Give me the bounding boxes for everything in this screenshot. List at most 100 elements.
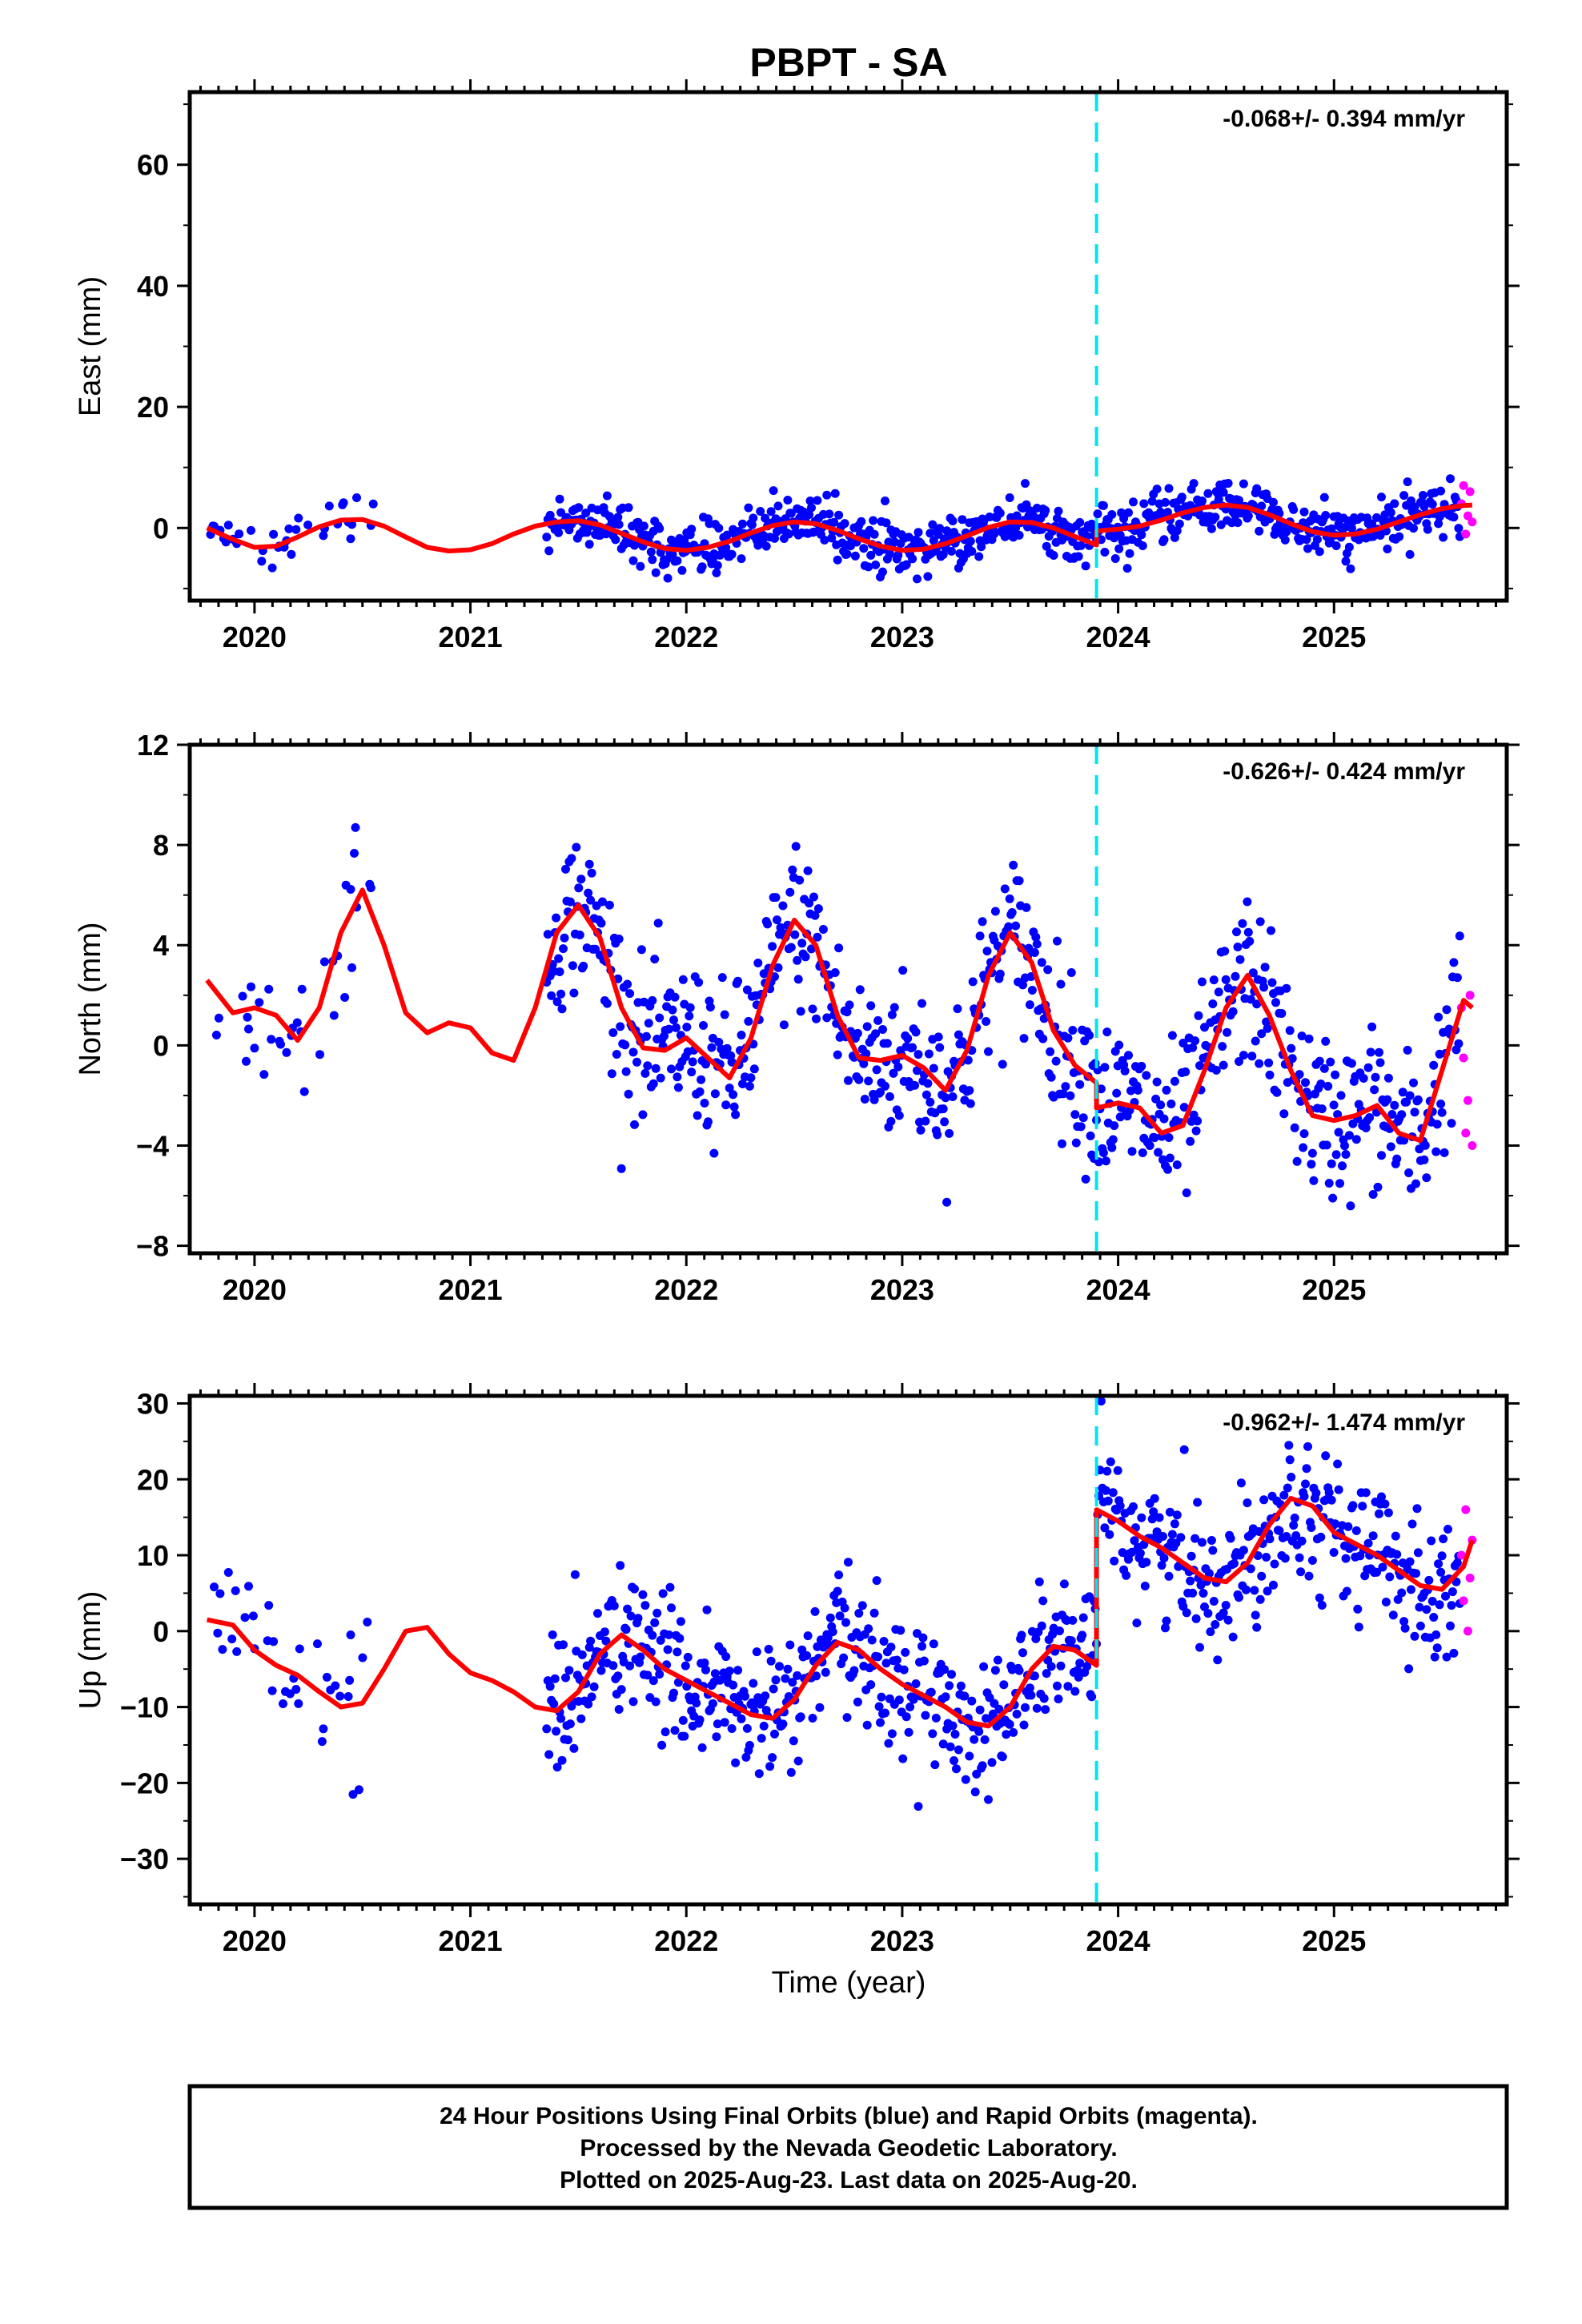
final-orbit-point <box>678 975 688 984</box>
final-orbit-point <box>923 572 933 581</box>
final-orbit-point <box>873 1015 883 1025</box>
final-orbit-point <box>810 911 820 920</box>
final-orbit-point <box>720 1010 729 1019</box>
panel-up: 2020 2021 2022 2023 2024 2025 −30 −20 −10 0 10 20 30… <box>74 1383 1520 1957</box>
final-orbit-point <box>589 1682 599 1691</box>
final-orbit-point <box>744 1016 753 1026</box>
final-orbit-point <box>714 524 724 533</box>
final-orbit-point <box>948 1092 958 1101</box>
final-orbit-point <box>319 531 328 541</box>
final-orbit-point <box>1194 1011 1203 1020</box>
final-orbit-point <box>247 525 255 535</box>
final-orbit-point <box>1172 526 1182 536</box>
final-orbit-point <box>319 1724 328 1734</box>
final-orbit-point <box>1422 1173 1431 1183</box>
final-orbit-point <box>1203 489 1213 498</box>
final-orbit-point <box>908 1043 917 1052</box>
final-orbit-point <box>1081 1174 1090 1184</box>
final-orbit-point <box>1170 1519 1179 1529</box>
final-orbit-point <box>903 1034 913 1043</box>
final-orbit-point <box>975 1705 985 1715</box>
final-orbit-point <box>1302 1464 1311 1474</box>
final-orbit-point <box>1159 535 1169 545</box>
final-orbit-point <box>1154 1513 1164 1522</box>
final-orbit-point <box>549 1699 559 1709</box>
x-tick-label: 2024 <box>1086 1924 1150 1957</box>
final-orbit-point <box>926 529 935 538</box>
final-orbit-point <box>766 507 776 517</box>
final-orbit-point <box>574 503 584 513</box>
y-tick-label: 0 <box>153 1029 169 1062</box>
final-orbit-point <box>555 967 564 976</box>
final-orbit-point <box>1301 1078 1310 1088</box>
final-orbit-point <box>667 1064 676 1074</box>
final-orbit-point <box>1213 1655 1223 1665</box>
final-orbit-point <box>839 1653 849 1663</box>
final-orbit-point <box>812 1014 821 1023</box>
final-orbit-point <box>339 498 348 508</box>
final-orbit-point <box>749 1064 759 1074</box>
final-orbit-point <box>1368 1531 1378 1541</box>
final-orbit-point <box>761 541 771 551</box>
final-orbit-point <box>1066 1091 1075 1100</box>
final-orbit-point <box>854 1075 864 1084</box>
final-orbit-point <box>1014 530 1024 540</box>
final-orbit-point <box>931 1713 941 1723</box>
final-orbit-point <box>544 546 554 556</box>
final-orbit-point <box>351 822 360 832</box>
final-orbit-point <box>687 1068 697 1077</box>
final-orbit-point <box>1269 497 1278 507</box>
final-orbit-point <box>950 1756 958 1765</box>
final-orbit-point <box>1348 1501 1358 1510</box>
final-orbit-point <box>1331 1519 1340 1529</box>
final-orbit-point <box>1255 1527 1264 1536</box>
final-orbit-point <box>1233 518 1243 528</box>
final-orbit-point <box>1009 1727 1018 1737</box>
final-orbit-point <box>873 1652 883 1662</box>
final-orbit-point <box>1334 1485 1343 1494</box>
final-orbit-point <box>1303 544 1312 553</box>
final-orbit-point <box>1108 1135 1118 1144</box>
final-orbit-point <box>1323 1081 1333 1091</box>
final-orbit-point <box>945 1128 954 1138</box>
final-orbit-point <box>1164 484 1174 493</box>
final-orbit-point <box>1395 532 1404 541</box>
final-orbit-point <box>1431 1147 1441 1156</box>
final-orbit-point <box>1377 1151 1386 1160</box>
final-orbit-point <box>1159 1114 1169 1124</box>
final-orbit-point <box>727 549 737 559</box>
final-orbit-point <box>1198 1538 1207 1547</box>
final-orbit-point <box>267 1686 277 1695</box>
final-orbit-point <box>556 508 566 517</box>
final-orbit-point <box>754 1769 764 1779</box>
final-orbit-point <box>742 985 752 995</box>
final-orbit-point <box>1251 1610 1260 1620</box>
final-orbit-point <box>1030 948 1039 957</box>
final-orbit-point <box>621 1625 631 1634</box>
final-orbit-point <box>1030 1671 1039 1681</box>
final-orbit-point <box>834 943 844 953</box>
final-orbit-point <box>677 565 687 575</box>
final-orbit-point <box>1285 1026 1295 1035</box>
final-orbit-point <box>1076 1122 1086 1132</box>
final-orbit-point <box>995 969 1005 979</box>
final-orbit-point <box>771 1675 781 1685</box>
final-orbit-point <box>1436 1567 1446 1577</box>
final-orbit-point <box>366 883 375 893</box>
final-orbit-point <box>990 529 999 538</box>
final-orbit-point <box>921 1711 930 1720</box>
final-orbit-point <box>967 1696 977 1706</box>
final-orbit-point <box>1439 1148 1449 1157</box>
final-orbit-point <box>1336 1091 1346 1100</box>
final-orbit-point <box>1039 1014 1049 1023</box>
final-orbit-point <box>908 554 917 564</box>
final-orbit-point <box>1291 1531 1301 1540</box>
final-orbit-point <box>630 1120 639 1129</box>
final-orbit-point <box>1317 1104 1327 1114</box>
plot-area <box>205 745 1477 1253</box>
final-orbit-point <box>818 925 828 934</box>
final-orbit-point <box>825 509 834 519</box>
final-orbit-point <box>665 1630 673 1639</box>
final-orbit-point <box>776 923 785 932</box>
